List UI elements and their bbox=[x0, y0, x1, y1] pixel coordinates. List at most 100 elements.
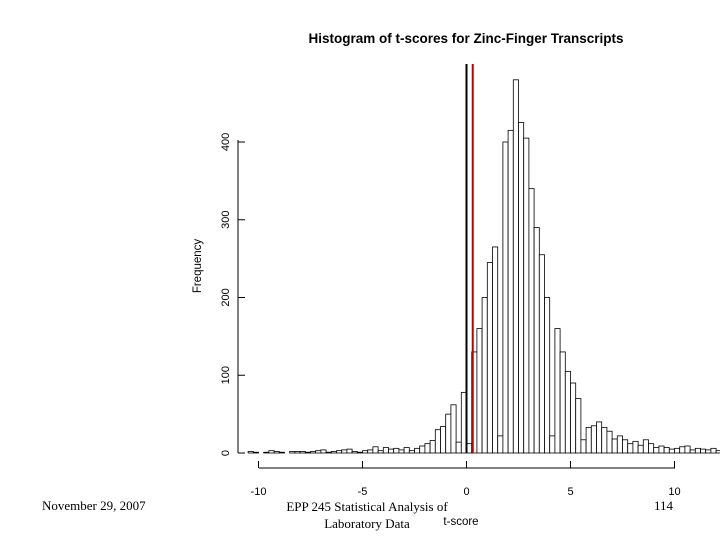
histogram-bar bbox=[528, 188, 535, 454]
histogram-bar bbox=[622, 439, 629, 454]
histogram-bar bbox=[382, 447, 389, 454]
histogram-bar bbox=[403, 447, 410, 454]
histogram-bar bbox=[419, 445, 426, 454]
histogram-bars bbox=[247, 79, 720, 454]
histogram-bar bbox=[554, 328, 561, 454]
histogram-bar bbox=[684, 445, 691, 454]
histogram-bar bbox=[596, 421, 603, 454]
chart-title: Histogram of t-scores for Zinc-Finger Tr… bbox=[308, 31, 623, 46]
histogram-bar bbox=[616, 435, 623, 454]
x-axis-label: t-score bbox=[443, 516, 478, 528]
y-tick-label: 300 bbox=[220, 211, 232, 229]
histogram-bar bbox=[606, 430, 613, 454]
histogram-bar bbox=[330, 451, 337, 454]
histogram-bar bbox=[502, 141, 509, 454]
histogram-bar bbox=[507, 129, 514, 454]
histogram-bar bbox=[252, 451, 259, 454]
histogram-bar bbox=[315, 450, 322, 454]
histogram-bar bbox=[544, 297, 551, 454]
y-axis-label: Frequency bbox=[192, 239, 204, 294]
histogram-bar bbox=[481, 297, 488, 454]
histogram-bar bbox=[523, 137, 530, 454]
histogram-bar bbox=[611, 438, 618, 454]
histogram-bar bbox=[299, 451, 306, 454]
histogram-bar bbox=[424, 443, 431, 454]
histogram-bar bbox=[450, 404, 457, 454]
histogram-bar bbox=[341, 449, 348, 454]
histogram-bar bbox=[668, 448, 675, 454]
histogram-bar bbox=[289, 451, 296, 454]
histogram-bar bbox=[273, 451, 280, 454]
histogram-bar bbox=[455, 441, 462, 454]
x-tick-label: -10 bbox=[251, 486, 267, 498]
histogram-bar bbox=[694, 447, 701, 454]
histogram-bar bbox=[476, 328, 483, 454]
histogram-bar bbox=[325, 451, 332, 454]
histogram-bar bbox=[674, 447, 681, 454]
y-tick-label: 100 bbox=[220, 366, 232, 384]
histogram-bar bbox=[648, 443, 655, 454]
histogram-bar bbox=[336, 450, 343, 454]
histogram-bar bbox=[637, 444, 644, 454]
histogram-bar bbox=[304, 451, 311, 454]
histogram-bar bbox=[518, 122, 525, 454]
histogram-bar bbox=[710, 447, 717, 454]
y-tick-label: 200 bbox=[220, 288, 232, 306]
histogram-bar bbox=[590, 425, 597, 454]
histogram-bar bbox=[310, 451, 317, 454]
histogram-bar bbox=[351, 451, 358, 454]
histogram-bar bbox=[715, 450, 720, 454]
histogram-bar bbox=[632, 440, 639, 454]
histogram-bar bbox=[538, 254, 545, 454]
histogram-bar bbox=[559, 351, 566, 454]
histogram-bar bbox=[533, 227, 540, 454]
histogram-bar bbox=[263, 451, 270, 454]
x-tick-label: 10 bbox=[668, 486, 680, 498]
footer-date: November 29, 2007 bbox=[42, 498, 146, 513]
histogram-bar bbox=[663, 447, 670, 454]
histogram-bar bbox=[564, 370, 571, 454]
histogram-bar bbox=[294, 451, 301, 454]
histogram-bar bbox=[705, 449, 712, 454]
histogram-bar bbox=[429, 440, 436, 454]
histogram-bar bbox=[278, 451, 285, 454]
histogram-bar bbox=[658, 445, 665, 454]
reference-lines bbox=[465, 64, 474, 453]
histogram-bar bbox=[570, 382, 577, 454]
histogram-bar bbox=[580, 439, 587, 454]
x-tick-label: -5 bbox=[358, 486, 368, 498]
y-axis: 0 100 200 300 400 bbox=[220, 133, 245, 456]
histogram-bar bbox=[388, 448, 395, 454]
histogram-bar bbox=[372, 446, 379, 454]
histogram-bar bbox=[356, 451, 363, 454]
footer-course-title: EPP 245 Statistical Analysis of Laborato… bbox=[272, 498, 462, 532]
histogram-bar bbox=[497, 435, 504, 454]
histogram-bar bbox=[362, 450, 369, 454]
x-axis: -10 -5 0 5 10 bbox=[251, 461, 681, 498]
histogram-bar bbox=[549, 435, 556, 454]
histogram-bar bbox=[601, 426, 608, 454]
histogram-bar bbox=[700, 448, 707, 454]
histogram-bar bbox=[434, 429, 441, 454]
histogram-bar bbox=[512, 79, 519, 454]
histogram-bar bbox=[398, 449, 405, 454]
histogram-bar bbox=[393, 447, 400, 454]
y-tick-label: 400 bbox=[220, 133, 232, 151]
footer-course-line-1: EPP 245 Statistical Analysis of bbox=[286, 499, 448, 514]
histogram-bar bbox=[268, 450, 275, 454]
histogram-bar bbox=[575, 398, 582, 454]
histogram-bar bbox=[653, 447, 660, 454]
histogram-bar bbox=[408, 450, 415, 454]
histogram-bar bbox=[642, 439, 649, 454]
histogram-bar bbox=[414, 447, 421, 454]
histogram-bar bbox=[377, 450, 384, 454]
x-tick-label: 5 bbox=[567, 486, 573, 498]
histogram-bar bbox=[585, 426, 592, 454]
histogram-bar bbox=[627, 443, 634, 454]
footer-course-line-2: Laboratory Data bbox=[324, 516, 410, 531]
y-tick-label: 0 bbox=[220, 450, 232, 456]
histogram-bar bbox=[492, 246, 499, 454]
histogram-bar bbox=[247, 451, 254, 454]
histogram-bar bbox=[440, 426, 447, 454]
